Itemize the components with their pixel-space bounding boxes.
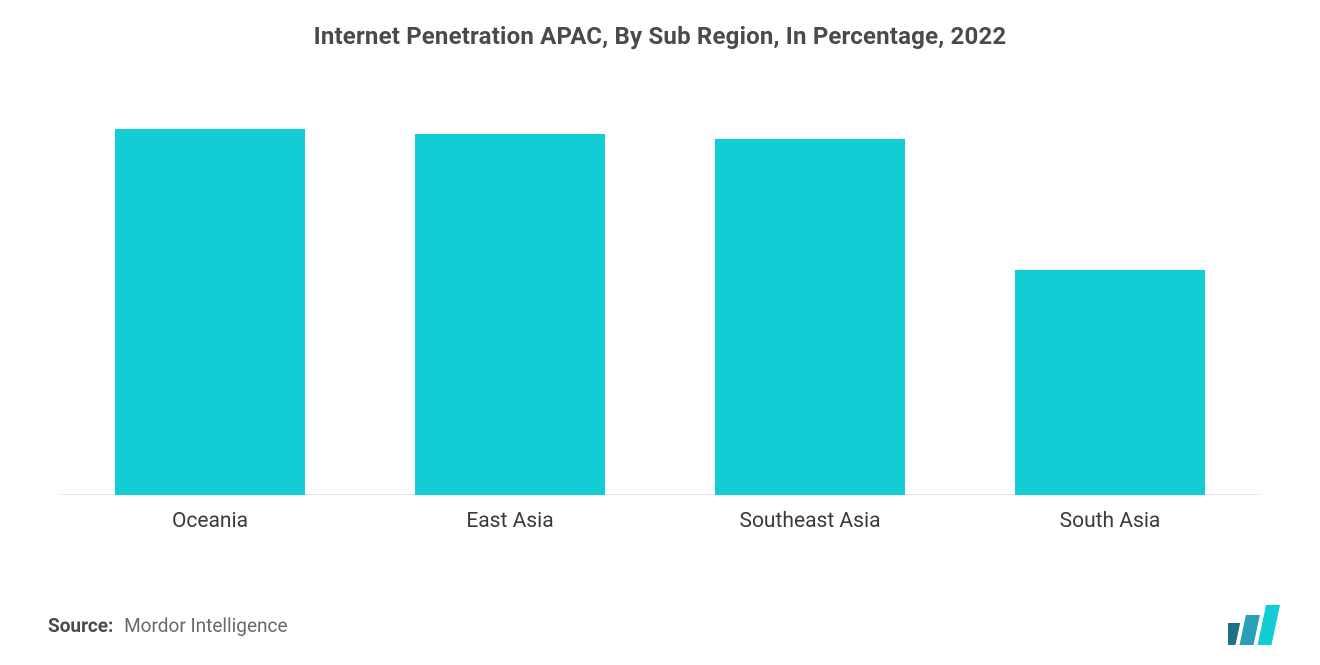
- chart-title: Internet Penetration APAC, By Sub Region…: [0, 0, 1320, 50]
- bar: [115, 129, 305, 495]
- mordor-logo-icon: [1228, 605, 1284, 645]
- chart-plot-area: OceaniaEast AsiaSoutheast AsiaSouth Asia: [60, 120, 1260, 495]
- source-value: Mordor Intelligence: [124, 614, 287, 637]
- x-axis-label: South Asia: [960, 495, 1260, 533]
- source-label: Source:: [48, 614, 113, 637]
- x-axis-label: Oceania: [60, 495, 360, 533]
- bar: [1015, 270, 1205, 495]
- bar: [415, 134, 605, 495]
- chart-container: Internet Penetration APAC, By Sub Region…: [0, 0, 1320, 665]
- bar-slot: South Asia: [960, 120, 1260, 495]
- x-axis-label: Southeast Asia: [660, 495, 960, 533]
- source-footer: Source: Mordor Intelligence: [48, 614, 288, 637]
- bar-slot: Southeast Asia: [660, 120, 960, 495]
- bar-slot: Oceania: [60, 120, 360, 495]
- x-axis-label: East Asia: [360, 495, 660, 533]
- bar-slot: East Asia: [360, 120, 660, 495]
- bar: [715, 139, 905, 495]
